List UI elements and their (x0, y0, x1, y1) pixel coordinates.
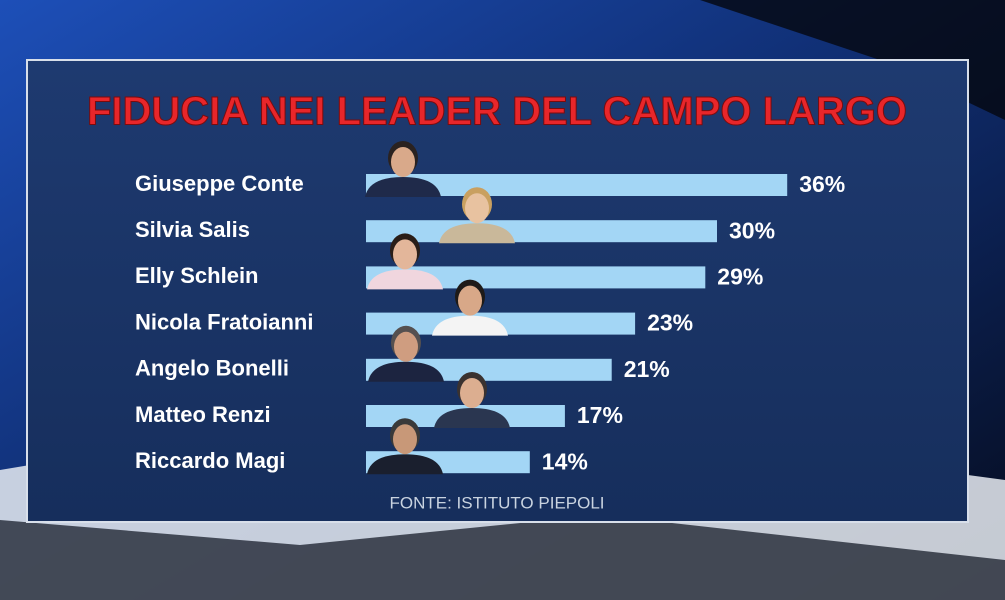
photo-shoulders (367, 269, 443, 290)
photo-shoulders (365, 177, 441, 197)
value-label: 30% (729, 217, 775, 243)
category-label: Elly Schlein (135, 263, 259, 288)
chart-title: FIDUCIA NEI LEADER DEL CAMPO LARGO (87, 90, 907, 134)
photo-face (393, 239, 417, 270)
category-label: Angelo Bonelli (135, 356, 289, 381)
category-label: Riccardo Magi (135, 448, 285, 473)
photo (365, 141, 441, 197)
photo-face (465, 193, 489, 224)
photo (434, 372, 510, 428)
photo-shoulders (367, 454, 443, 475)
photo-shoulders (434, 408, 510, 428)
photo-face (394, 331, 418, 362)
value-label: 36% (799, 171, 845, 197)
value-label: 14% (542, 448, 588, 474)
panel (26, 59, 969, 523)
brush-stroke (0, 515, 1005, 600)
photo-face (460, 378, 484, 408)
source: FONTE: ISTITUTO PIEPOLI (389, 493, 604, 512)
brush-stroke (700, 0, 1005, 120)
photo-face (393, 424, 417, 455)
photo (368, 325, 444, 382)
category-label: Matteo Renzi (135, 402, 271, 427)
photo-face (458, 285, 482, 316)
category-label: Nicola Fratoianni (135, 309, 313, 334)
photo-face (391, 147, 415, 177)
value-label: 17% (577, 402, 623, 428)
photo (367, 418, 443, 475)
bar (366, 266, 706, 289)
value-label: 29% (717, 263, 763, 289)
category-label: Giuseppe Conte (135, 171, 304, 196)
photo-shoulders (439, 223, 515, 244)
bar (366, 220, 717, 243)
rows: Giuseppe Conte 36% Silvia Salis 30% Elly Sch… (135, 141, 845, 474)
category-label: Silvia Salis (135, 217, 250, 242)
photo (439, 187, 515, 244)
photo-shoulders (368, 361, 444, 382)
value-label: 21% (624, 356, 670, 382)
photo (432, 279, 508, 336)
value-label: 23% (647, 310, 693, 336)
photo-shoulders (432, 315, 508, 336)
photo (367, 233, 443, 290)
